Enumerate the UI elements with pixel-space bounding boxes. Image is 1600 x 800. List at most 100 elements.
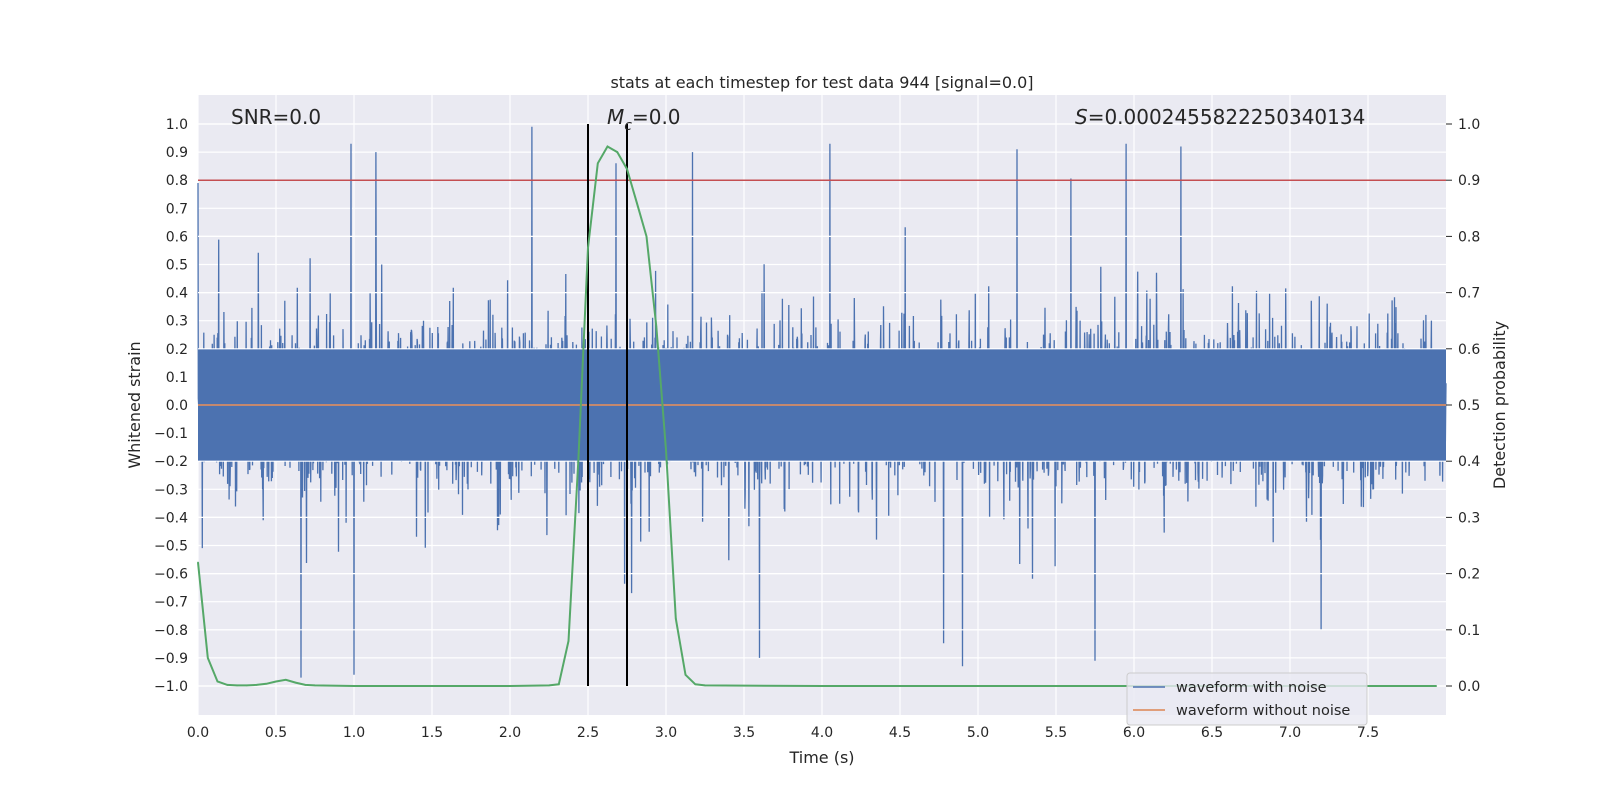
detection-probability-point <box>636 201 638 204</box>
chart-title: stats at each timestep for test data 944… <box>610 73 1033 92</box>
detection-probability-point <box>197 561 199 564</box>
y2-tick-label: 0.0 <box>1458 679 1480 695</box>
detection-probability-point <box>1435 685 1438 687</box>
detection-probability-point <box>977 685 979 687</box>
y-tick-label: −0.3 <box>154 482 188 498</box>
legend-label-clean: waveform without noise <box>1176 703 1350 719</box>
y-tick-label: −0.4 <box>154 510 188 526</box>
detection-probability-point <box>226 684 229 686</box>
y-tick-label: −0.6 <box>154 567 188 583</box>
s-annotation: S=0.0002455822250340134 <box>1075 105 1365 129</box>
y2-tick-label: 0.2 <box>1458 567 1480 583</box>
detection-probability-point <box>558 683 560 686</box>
y-tick-label: −0.8 <box>154 623 188 639</box>
x-tick-label: 2.5 <box>577 725 599 741</box>
y-tick-label: −0.7 <box>154 595 188 611</box>
y-tick-label: −0.2 <box>154 454 188 470</box>
mc-subscript: c <box>624 118 632 134</box>
detection-probability-point <box>314 684 316 687</box>
x-tick-label: 6.5 <box>1201 725 1223 741</box>
x-tick-label: 6.0 <box>1123 725 1145 741</box>
detection-probability-point <box>694 683 697 686</box>
detection-probability-point <box>587 246 589 249</box>
y2-tick-label: 0.7 <box>1458 286 1480 302</box>
detection-probability-point <box>645 235 648 238</box>
detection-probability-point <box>675 617 677 620</box>
y-tick-label: 0.7 <box>166 201 188 217</box>
detection-probability-point <box>626 168 628 170</box>
detection-probability-point <box>606 145 609 148</box>
detection-probability-point <box>684 674 687 676</box>
x-tick-label: 4.5 <box>889 725 911 741</box>
detection-probability-point <box>597 162 599 165</box>
y-tick-label: 0.5 <box>166 258 188 274</box>
y2-tick-label: 0.6 <box>1458 342 1480 358</box>
x-axis: 0.0 0.5 1.0 1.5 2.0 2.5 3.0 3.5 4.0 4.5 5.0 5.5 6.0 6… <box>187 725 1379 741</box>
legend: waveform with noise waveform without noi… <box>1126 672 1368 726</box>
detection-probability-point <box>255 684 258 686</box>
y-tick-label: 0.2 <box>166 342 188 358</box>
legend-box <box>1126 672 1368 726</box>
x-tick-label: 1.5 <box>421 725 443 741</box>
y2-tick-label: 0.8 <box>1458 229 1480 245</box>
y-tick-label: 0.4 <box>166 286 188 302</box>
detection-probability-line <box>197 145 1437 687</box>
x-tick-label: 5.5 <box>1045 725 1067 741</box>
detection-probability-point <box>567 640 570 642</box>
detection-probability-point <box>548 684 550 687</box>
x-tick-label: 4.0 <box>811 725 833 741</box>
y-tick-label: 0.1 <box>166 370 188 386</box>
x-tick-label: 5.0 <box>967 725 989 741</box>
legend-label-noise: waveform with noise <box>1176 680 1327 696</box>
detection-probability-point <box>704 684 706 687</box>
y-tick-label: 1.0 <box>166 117 188 133</box>
y-tick-label: −0.5 <box>154 539 188 555</box>
y-axis-label: Whitened strain <box>125 341 144 468</box>
s-value: =0.0002455822250340134 <box>1088 105 1366 129</box>
mc-symbol: M <box>607 105 624 129</box>
x-tick-label: 1.0 <box>343 725 365 741</box>
detection-probability-point <box>265 683 268 685</box>
detection-probability-point <box>275 680 277 683</box>
detection-probability-point <box>577 460 580 463</box>
detection-probability-point <box>353 685 355 687</box>
y-tick-label: 0.6 <box>166 229 188 245</box>
y-tick-label: 0.9 <box>166 145 188 161</box>
y2-tick-label: 0.5 <box>1458 398 1480 414</box>
s-symbol: S <box>1075 105 1088 129</box>
detection-probability-point <box>304 684 307 686</box>
y-tick-label: 0.3 <box>166 314 188 330</box>
x-tick-label: 2.0 <box>499 725 521 741</box>
x-axis-label: Time (s) <box>788 748 854 767</box>
x-tick-label: 3.0 <box>655 725 677 741</box>
snr-annotation: SNR=0.0 <box>231 105 321 129</box>
detection-probability-point <box>509 685 511 687</box>
detection-probability-point <box>616 151 619 153</box>
detection-probability-point <box>207 657 209 659</box>
x-tick-label: 0.5 <box>265 725 287 741</box>
y2-tick-label: 0.9 <box>1458 173 1480 189</box>
y-axis: 1.0 0.9 0.8 0.7 0.6 0.5 0.4 0.3 0.2 0.1 0.0 −0.1 −0.… <box>154 117 188 695</box>
x-tick-label: 3.5 <box>733 725 755 741</box>
y2-tick-label: 1.0 <box>1458 117 1480 133</box>
y2-tick-label: 0.3 <box>1458 510 1480 526</box>
y2-tick-label: 0.1 <box>1458 623 1480 639</box>
detection-probability-point <box>285 679 287 681</box>
y-tick-label: −0.9 <box>154 651 188 667</box>
y-tick-label: −1.0 <box>154 679 188 695</box>
y2-axis-label: Detection probability <box>1490 321 1509 489</box>
y-tick-label: 0.0 <box>166 398 188 414</box>
detection-probability-point <box>246 684 248 687</box>
detection-probability-point <box>236 684 238 687</box>
y-tick-label: 0.8 <box>166 173 188 189</box>
y-tick-label: −0.1 <box>154 426 188 442</box>
detection-probability-point <box>665 449 667 451</box>
detection-probability-point <box>294 681 297 684</box>
mc-value: =0.0 <box>632 105 681 129</box>
overlay-layer <box>197 123 1446 687</box>
x-tick-label: 7.5 <box>1357 725 1379 741</box>
y2-axis: 1.0 0.9 0.8 0.7 0.6 0.5 0.4 0.3 0.2 0.1 0.0 <box>1446 117 1480 695</box>
detection-probability-point <box>821 685 823 687</box>
x-tick-label: 0.0 <box>187 725 209 741</box>
